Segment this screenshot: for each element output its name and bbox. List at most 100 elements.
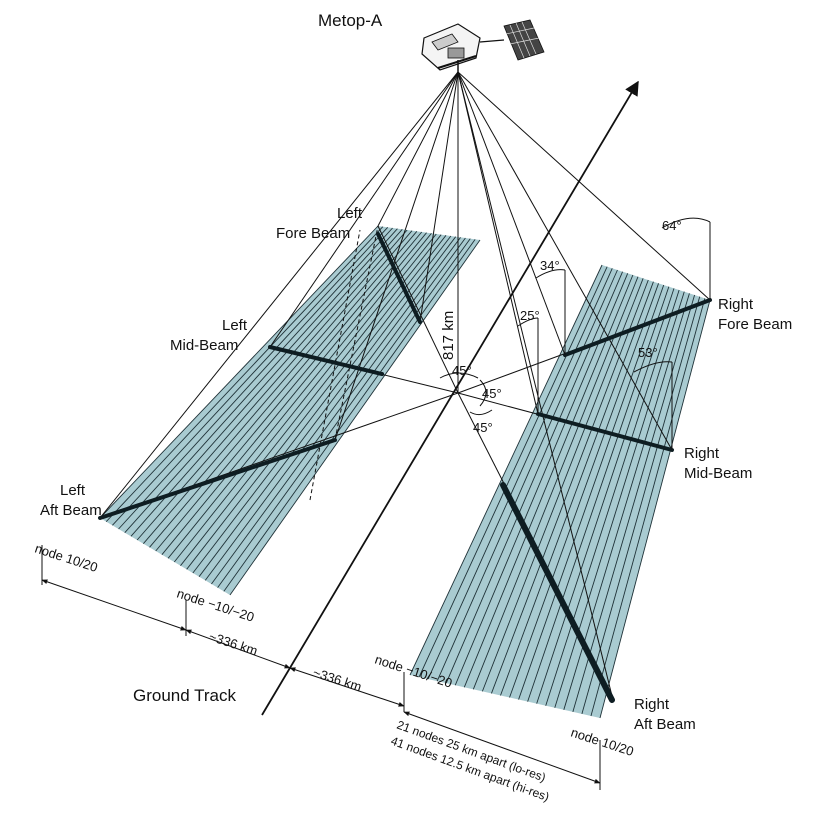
left-fore-beam [376,232,422,324]
angle-64: 64° [662,218,682,233]
svg-text:Left: Left [337,205,363,222]
left-swath [99,225,481,596]
node-line [536,288,675,704]
ray-left-outer [99,71,459,519]
node-line [211,237,466,585]
svg-text:Left: Left [222,317,248,334]
node-line [99,225,379,519]
svg-text:Right: Right [718,296,754,313]
node-line [167,233,432,559]
ray-left-inner [334,71,459,441]
node-line [161,232,427,555]
angle-53: 53° [638,345,658,360]
node-line [136,229,408,541]
angle-markers [439,217,711,450]
angle-34: 34° [540,258,560,273]
svg-text:Mid-Beam: Mid-Beam [684,465,752,482]
right-aft-beam-label: Right Aft Beam [634,696,696,733]
right-fore-beam-label: Right Fore Beam [718,296,792,333]
satellite-name: Metop-A [318,11,383,30]
ground-track-arrow [261,80,639,716]
right-fore-beam [563,298,712,357]
svg-text:Aft Beam: Aft Beam [634,716,696,733]
node-line [130,229,403,537]
node-line [545,289,680,706]
left-dashed-lines [309,225,379,501]
svg-text:Left: Left [60,482,86,499]
svg-text:Right: Right [684,445,720,462]
node-label-left-outer: node 10/20 [33,541,100,575]
beams [98,232,712,703]
altitude-label: 817 km [440,311,457,360]
node-line [223,239,476,592]
node-line [554,291,685,708]
node-line [445,271,623,684]
node-line [518,284,665,700]
left-aft-beam-label: Left Aft Beam [40,482,102,519]
node-line [155,231,423,552]
left-mid-beam-label: Left Mid-Beam [170,317,248,354]
node-line [481,278,644,692]
angle-25: 25° [520,308,540,323]
node-line [409,264,603,676]
node-line [124,228,398,533]
node-line [581,296,701,715]
right-swath [409,264,711,719]
right-mid-beam [536,412,674,452]
node-line [186,235,447,570]
node-line [418,266,608,678]
node-line [173,233,437,563]
ray-left-fore [377,71,459,227]
dimension-lines [41,545,601,790]
ray-right-outer [457,71,711,301]
node-line [105,226,384,522]
ray-left-mid [269,71,459,348]
swath-node-note: 21 nodes 25 km apart (lo-res) 41 nodes 1… [389,718,551,804]
right-distance-label: ~336 km [311,665,363,695]
svg-text:Fore Beam: Fore Beam [276,225,350,242]
left-mid-beam [268,345,384,376]
node-line [572,294,696,712]
node-line [500,281,654,696]
svg-text:Fore Beam: Fore Beam [718,316,792,333]
node-line [463,274,634,688]
satellite-view-lines [99,71,711,697]
node-line [491,279,649,694]
left-aft-beam [98,438,337,520]
node-line [472,276,639,690]
node-line [436,269,618,682]
ray-left-fore-end [419,71,459,323]
node-line [599,299,711,719]
node-line [590,298,706,717]
node-line [204,237,461,581]
ray-right-aft [457,71,613,697]
satellite-icon [421,19,545,72]
node-line [112,227,389,526]
left-swath-area [100,226,480,595]
ray-right-inner [457,71,539,415]
azimuth-angle-1: 45° [452,363,472,378]
node-line [527,286,670,702]
node-line [142,230,413,544]
right-aft-beam [500,482,615,703]
node-line [427,268,613,680]
node-line [509,283,659,698]
ground-track-label: Ground Track [133,686,236,705]
node-line [180,234,442,566]
node-label-right-outer: node 10/20 [569,725,636,759]
svg-text:Aft Beam: Aft Beam [40,502,102,519]
left-distance-label: ~336 km [207,629,259,659]
node-label-left-inner: node −10/−20 [175,586,256,625]
svg-text:Right: Right [634,696,670,713]
azimuth-angle-3: 45° [473,420,493,435]
right-mid-beam-label: Right Mid-Beam [684,445,752,482]
left-fore-beam-label: Left Fore Beam [276,205,363,242]
ray-right-mid [457,71,673,451]
azimuth-angle-2: 45° [482,386,502,401]
svg-text:Mid-Beam: Mid-Beam [170,337,238,354]
node-line [229,239,481,596]
node-line [149,231,418,548]
ray-right-inner-2 [457,71,566,356]
right-swath-node-lines [409,264,711,719]
